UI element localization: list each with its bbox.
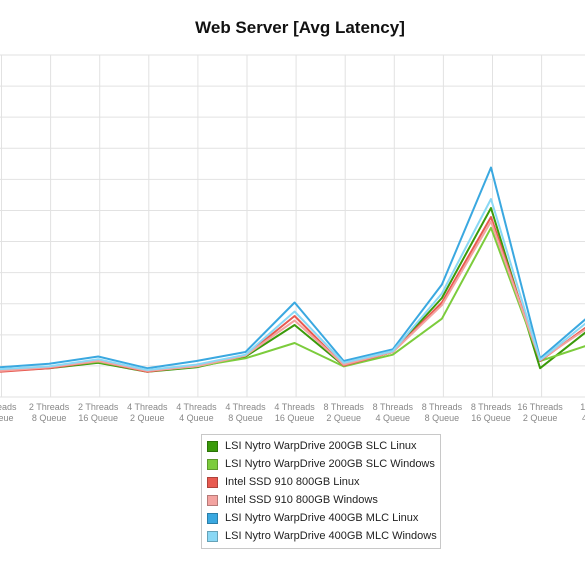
legend-item: Intel SSD 910 800GB Windows (202, 491, 440, 509)
legend-swatch (207, 530, 218, 542)
legend-label: Intel SSD 910 800GB Windows (225, 494, 378, 506)
x-tick-label: 8 Threads (471, 402, 512, 412)
x-tick-label: 8 Queue (425, 413, 460, 423)
legend-label: LSI Nytro WarpDrive 400GB MLC Linux (225, 512, 419, 524)
x-tick-label: Threads (0, 402, 17, 412)
legend-item: Intel SSD 910 800GB Linux (202, 473, 440, 491)
series-line-6 (0, 198, 585, 371)
legend-swatch (207, 440, 218, 452)
x-tick-label: 2 Threads (78, 402, 119, 412)
x-tick-label: 8 Queue (228, 413, 263, 423)
legend-label: LSI Nytro WarpDrive 400GB MLC Windows (225, 530, 437, 542)
chart-title: Web Server [Avg Latency] (195, 18, 405, 37)
x-tick-label: 8 Threads (324, 402, 365, 412)
x-tick-label: 4 Threads (176, 402, 217, 412)
legend-item: LSI Nytro WarpDrive 200GB SLC Linux (202, 437, 440, 455)
x-tick-label: 2 Queue (130, 413, 165, 423)
legend-label: LSI Nytro WarpDrive 200GB SLC Linux (225, 440, 417, 452)
series-line-5 (0, 166, 585, 370)
x-tick-label: 16 Queue (78, 413, 118, 423)
x-tick-label: 8 Threads (373, 402, 414, 412)
legend-swatch (207, 476, 218, 488)
x-tick-label: 16 Queue (471, 413, 511, 423)
legend-swatch (207, 512, 218, 524)
x-tick-label: 2 Threads (29, 402, 70, 412)
legend: LSI Nytro WarpDrive 200GB SLC Linux LSI N… (201, 434, 441, 549)
x-tick-label: 8 Threads (422, 402, 463, 412)
legend-item: LSI Nytro WarpDrive 200GB SLC Windows (202, 455, 440, 473)
x-tick-label: 4 Threads (225, 402, 266, 412)
x-tick-label: 16 Queue (275, 413, 315, 423)
legend-swatch (207, 494, 218, 506)
x-tick-label: Queue (0, 413, 14, 423)
series-line-4 (0, 220, 585, 372)
legend-label: Intel SSD 910 800GB Linux (225, 476, 360, 488)
legend-swatch (207, 458, 218, 470)
legend-item: LSI Nytro WarpDrive 400GB MLC Windows (202, 527, 440, 545)
x-tick-label: 4 Q (582, 413, 585, 423)
series-lines (0, 166, 585, 373)
x-tick-label: 4 Queue (179, 413, 214, 423)
x-tick-label: 4 Queue (376, 413, 411, 423)
legend-item: LSI Nytro WarpDrive 400GB MLC Linux (202, 509, 440, 527)
x-tick-label: 8 Queue (32, 413, 67, 423)
x-tick-label: 2 Queue (326, 413, 361, 423)
x-tick-label: 2 Queue (523, 413, 558, 423)
x-tick-label: 16 Threads (517, 402, 563, 412)
series-line-2 (0, 226, 585, 372)
x-tick-label: 16 T (580, 402, 585, 412)
x-tick-label: 4 Threads (127, 402, 168, 412)
legend-label: LSI Nytro WarpDrive 200GB SLC Windows (225, 458, 435, 470)
x-tick-label: 4 Threads (274, 402, 315, 412)
